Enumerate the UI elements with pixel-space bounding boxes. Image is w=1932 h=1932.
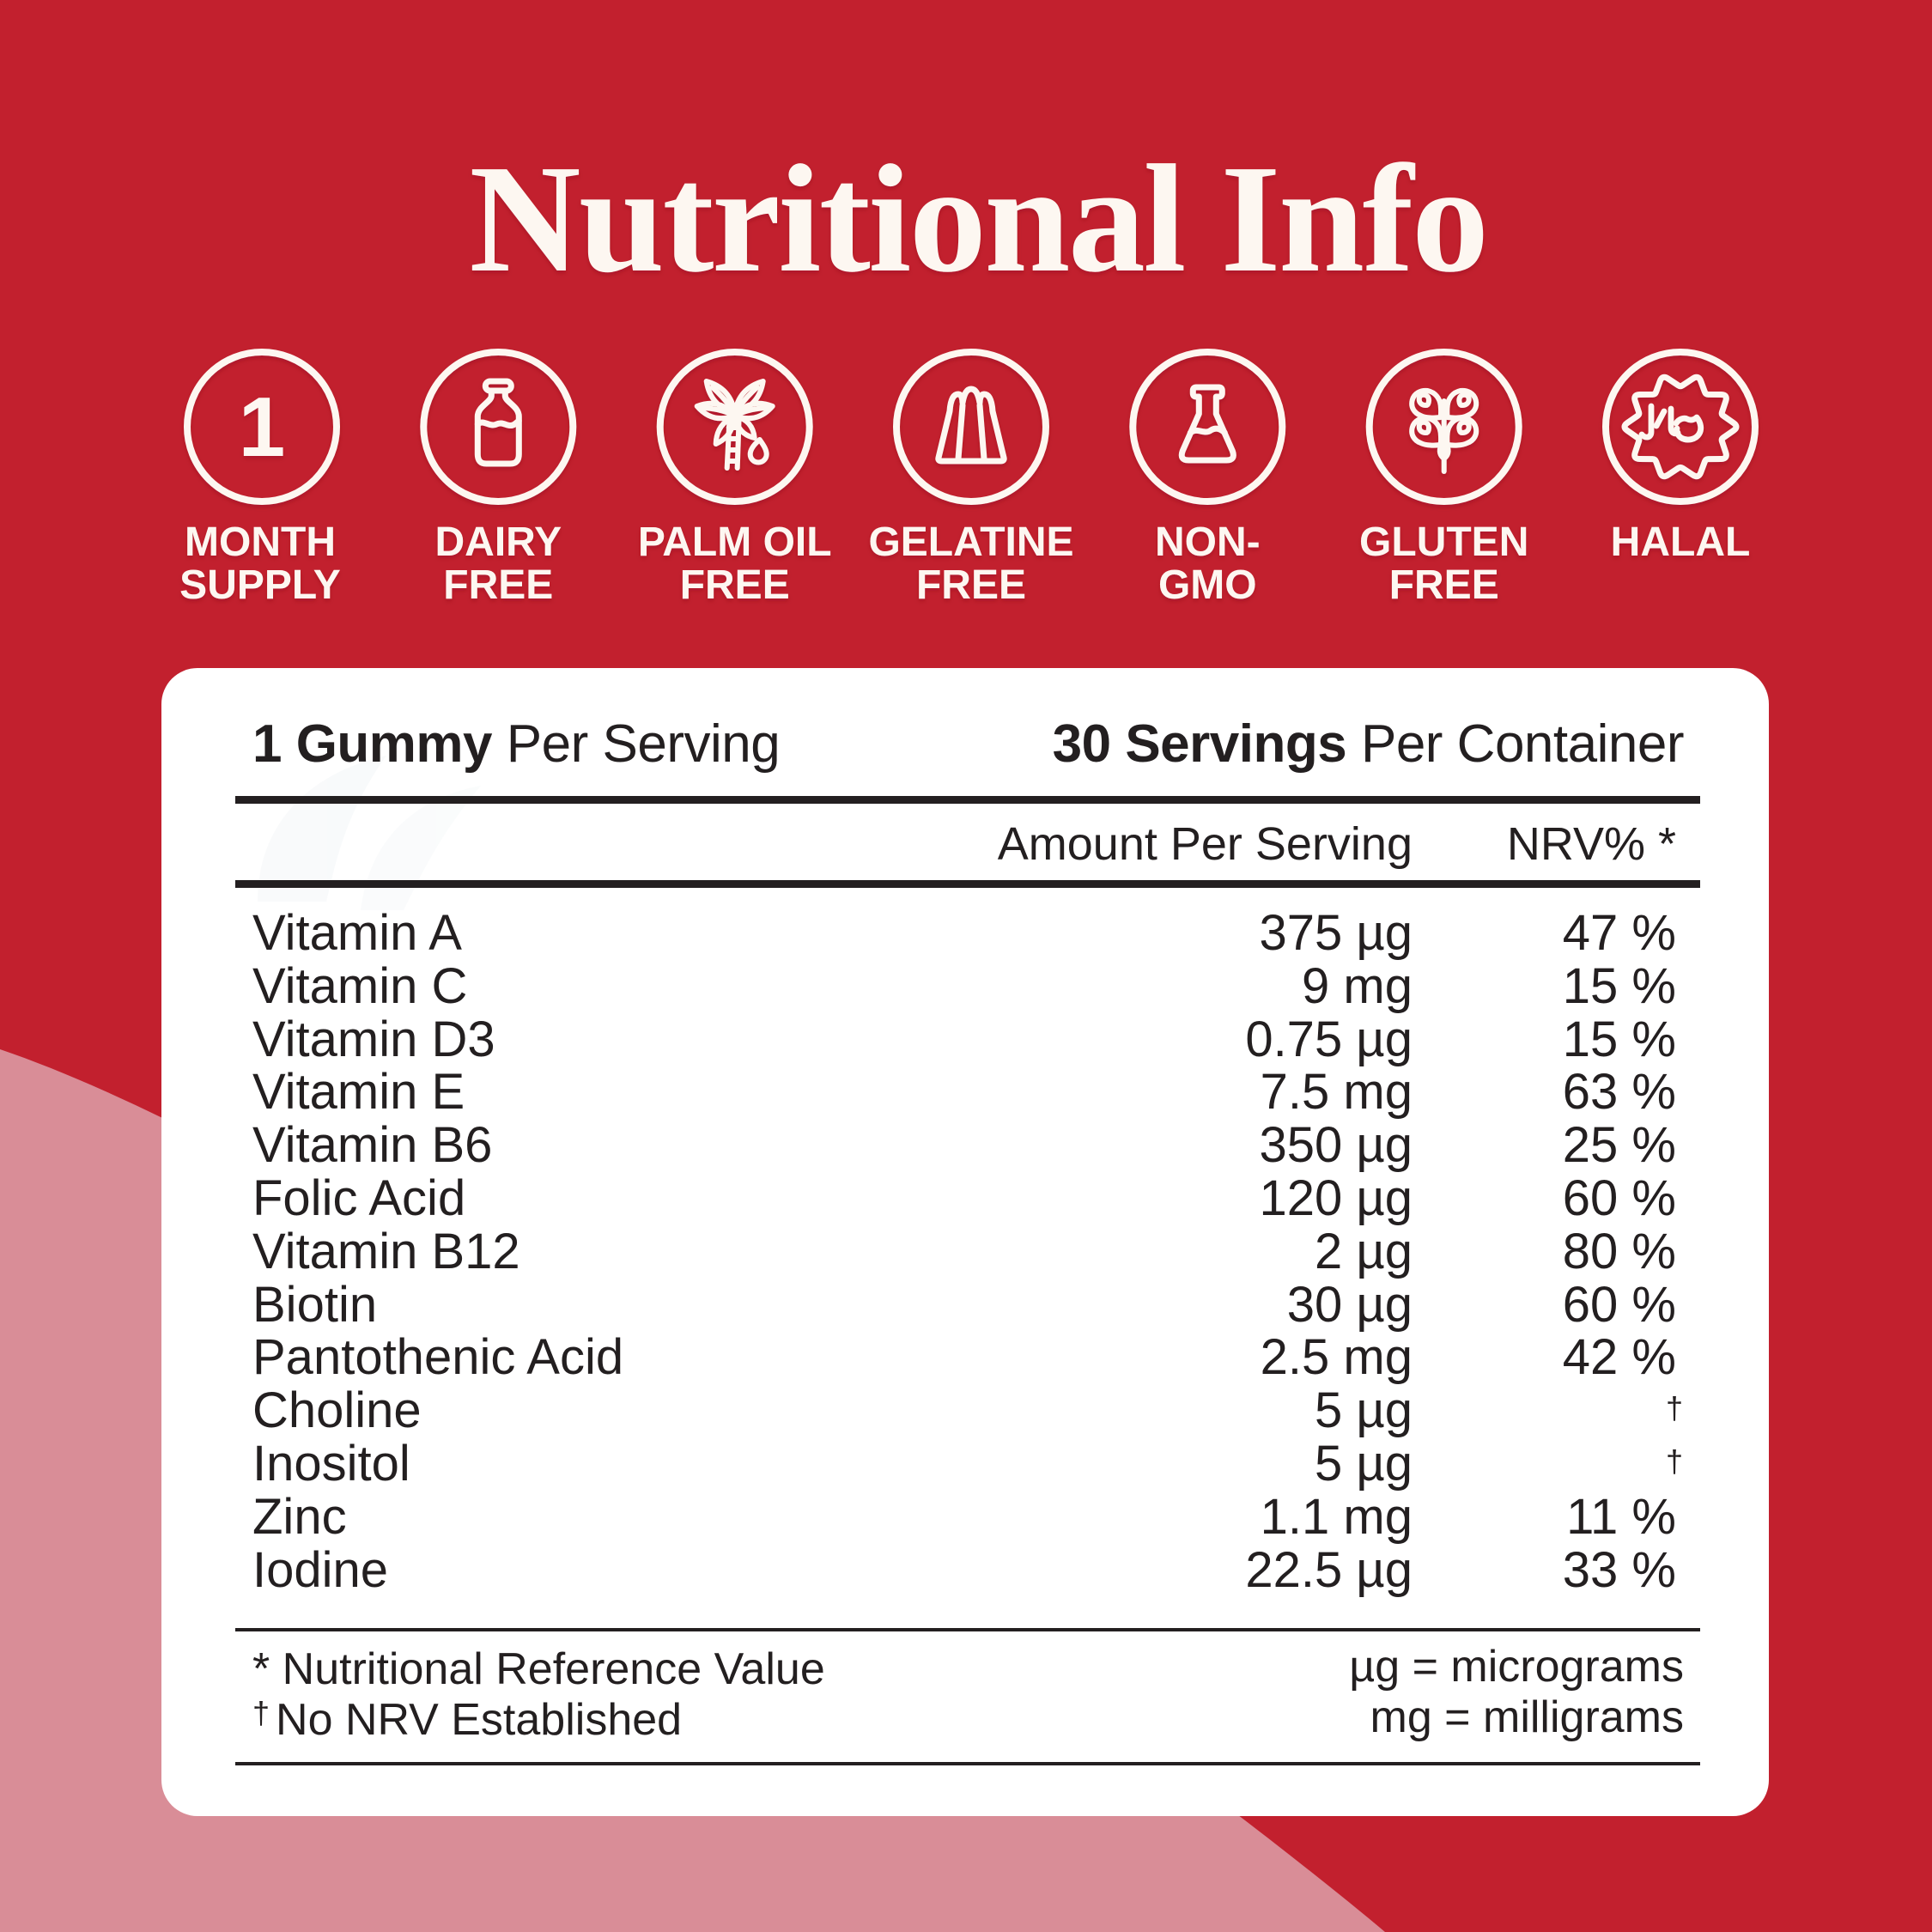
svg-text:350 µg: 350 µg bbox=[1259, 1117, 1413, 1173]
svg-text:11 %: 11 % bbox=[1566, 1489, 1676, 1545]
svg-text:2.5 mg: 2.5 mg bbox=[1261, 1329, 1413, 1385]
svg-text:Vitamin C: Vitamin C bbox=[252, 958, 467, 1014]
svg-text:Vitamin B6: Vitamin B6 bbox=[252, 1117, 492, 1173]
svg-text:1: 1 bbox=[239, 380, 286, 474]
svg-text:7.5 mg: 7.5 mg bbox=[1261, 1064, 1413, 1120]
svg-text:47 %: 47 % bbox=[1563, 905, 1676, 961]
svg-text:30 Servings Per Container: 30 Servings Per Container bbox=[1053, 714, 1684, 774]
svg-text:NRV% *: NRV% * bbox=[1507, 818, 1676, 870]
svg-text:25 %: 25 % bbox=[1563, 1117, 1676, 1173]
svg-text:Vitamin A: Vitamin A bbox=[252, 905, 462, 961]
svg-text:GMO: GMO bbox=[1158, 562, 1257, 608]
svg-text:33 %: 33 % bbox=[1563, 1542, 1676, 1598]
svg-text:NON-: NON- bbox=[1155, 519, 1261, 565]
svg-text:1 Gummy Per Serving: 1 Gummy Per Serving bbox=[252, 714, 780, 774]
svg-text:Folic Acid: Folic Acid bbox=[252, 1170, 465, 1226]
svg-text:Biotin: Biotin bbox=[252, 1277, 377, 1333]
svg-text:60 %: 60 % bbox=[1563, 1170, 1676, 1226]
svg-text:0.75 µg: 0.75 µg bbox=[1245, 1012, 1413, 1067]
svg-text:120 µg: 120 µg bbox=[1259, 1170, 1413, 1226]
svg-text:†No NRV Established: † No NRV Established bbox=[252, 1695, 682, 1745]
svg-text:60 %: 60 % bbox=[1563, 1277, 1676, 1333]
svg-text:Iodine: Iodine bbox=[252, 1542, 388, 1598]
svg-text:Choline: Choline bbox=[252, 1382, 422, 1438]
svg-text:PALM OIL: PALM OIL bbox=[638, 519, 832, 565]
svg-text:FREE: FREE bbox=[680, 562, 790, 608]
svg-text:Pantothenic Acid: Pantothenic Acid bbox=[252, 1329, 623, 1385]
svg-text:HALAL: HALAL bbox=[1611, 519, 1751, 565]
svg-text:2 µg: 2 µg bbox=[1315, 1224, 1413, 1279]
svg-text:9 mg: 9 mg bbox=[1302, 958, 1413, 1014]
svg-text:FREE: FREE bbox=[1389, 562, 1499, 608]
svg-text:375 µg: 375 µg bbox=[1259, 905, 1413, 961]
svg-text:SUPPLY: SUPPLY bbox=[179, 562, 341, 608]
svg-text:mg = milligrams: mg = milligrams bbox=[1370, 1692, 1685, 1742]
svg-text:5 µg: 5 µg bbox=[1315, 1436, 1413, 1492]
svg-text:Zinc: Zinc bbox=[252, 1489, 347, 1545]
svg-text:†: † bbox=[1666, 1390, 1683, 1425]
svg-text:5 µg: 5 µg bbox=[1315, 1382, 1413, 1438]
svg-text:FREE: FREE bbox=[443, 562, 553, 608]
svg-text:µg = micrograms: µg = micrograms bbox=[1349, 1642, 1684, 1692]
svg-text:63 %: 63 % bbox=[1563, 1064, 1676, 1120]
svg-text:MONTH: MONTH bbox=[185, 519, 336, 565]
svg-text:Nutritional Info: Nutritional Info bbox=[469, 133, 1486, 304]
svg-text:GELATINE: GELATINE bbox=[868, 519, 1073, 565]
svg-text:Vitamin D3: Vitamin D3 bbox=[252, 1012, 495, 1067]
svg-text:* Nutritional Reference Value: * Nutritional Reference Value bbox=[252, 1644, 825, 1694]
svg-text:15 %: 15 % bbox=[1563, 1012, 1676, 1067]
svg-text:Vitamin E: Vitamin E bbox=[252, 1064, 465, 1120]
svg-text:GLUTEN: GLUTEN bbox=[1359, 519, 1528, 565]
svg-text:FREE: FREE bbox=[916, 562, 1026, 608]
svg-text:1.1 mg: 1.1 mg bbox=[1261, 1489, 1413, 1545]
svg-text:42 %: 42 % bbox=[1563, 1329, 1676, 1385]
svg-text:†: † bbox=[1666, 1443, 1683, 1479]
svg-text:80 %: 80 % bbox=[1563, 1224, 1676, 1279]
svg-text:22.5 µg: 22.5 µg bbox=[1245, 1542, 1413, 1598]
svg-text:30 µg: 30 µg bbox=[1287, 1277, 1413, 1333]
svg-text:DAIRY: DAIRY bbox=[435, 519, 562, 565]
svg-text:15 %: 15 % bbox=[1563, 958, 1676, 1014]
svg-text:Inositol: Inositol bbox=[252, 1436, 410, 1492]
svg-text:Vitamin B12: Vitamin B12 bbox=[252, 1224, 520, 1279]
svg-text:Amount Per Serving: Amount Per Serving bbox=[998, 818, 1413, 870]
